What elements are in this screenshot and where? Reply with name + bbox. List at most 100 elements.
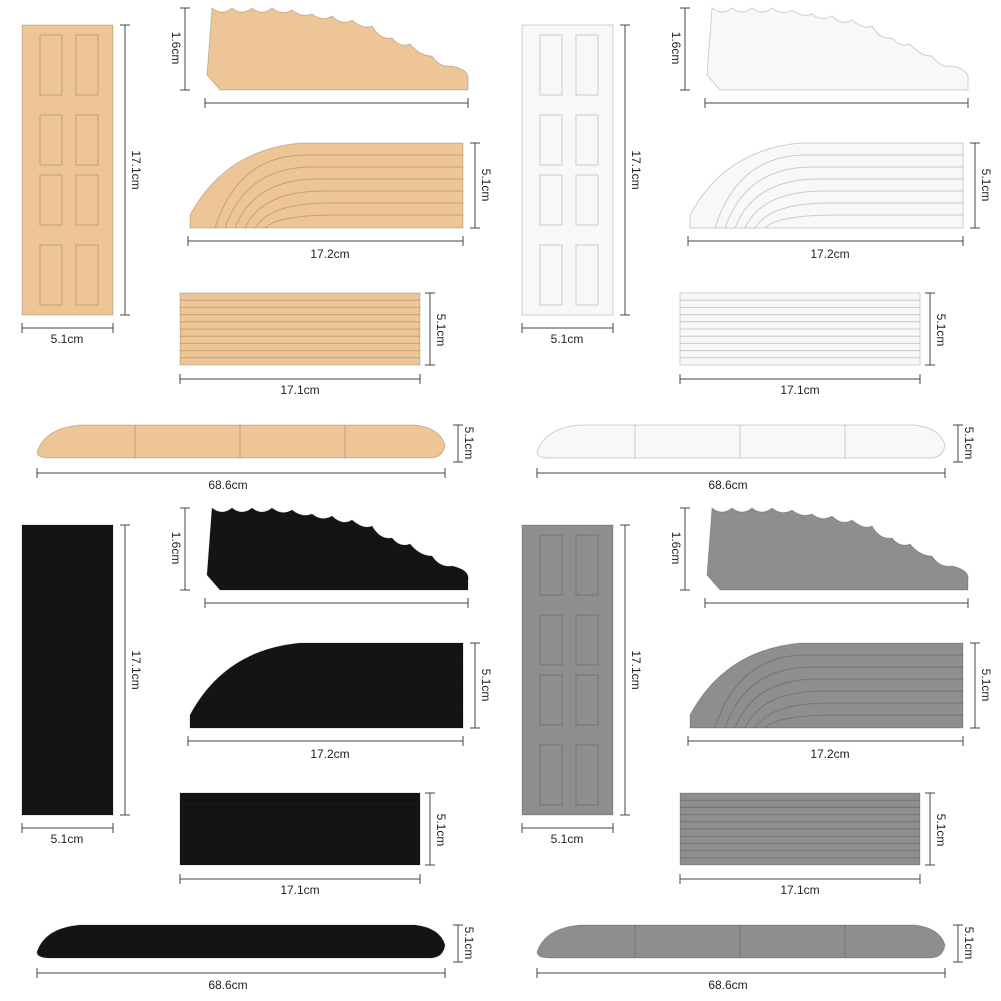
product-panel: 17.1cm 5.1cm 1.6cm 5.1cm 17.2cm 5.1cm 17.1cm 5.… — [521, 507, 993, 992]
product-panel: 17.1cm 5.1cm 1.6cm 5.1cm 17.2cm 5.1cm 17.1cm 5.… — [21, 7, 493, 492]
tile-window — [39, 614, 63, 666]
ridge-line — [754, 202, 963, 229]
dimension-label: 5.1cm — [479, 669, 493, 702]
dimension-label: 1.6cm — [169, 32, 183, 65]
ridge-line — [764, 714, 963, 729]
tile-window — [39, 114, 63, 166]
product-panel: 17.1cm 5.1cm 1.6cm 5.1cm 17.2cm 5.1cm 17.1cm 5.… — [521, 7, 993, 492]
tile-window — [575, 244, 599, 306]
tile-window — [75, 244, 99, 306]
ramp-piece — [536, 424, 946, 459]
tile-window — [39, 244, 63, 306]
tile-window — [575, 34, 599, 96]
dimension-label: 68.6cm — [208, 478, 247, 492]
tile-window — [75, 614, 99, 666]
tile-window — [75, 744, 99, 806]
tile-window — [539, 34, 563, 96]
dimension-label: 5.1cm — [934, 314, 948, 347]
ribbed-piece — [679, 792, 921, 866]
tile-window — [539, 614, 563, 666]
wave-piece — [706, 507, 969, 591]
dimension-label: 5.1cm — [551, 832, 584, 846]
ridge-line — [234, 678, 463, 729]
tile-window — [539, 174, 563, 226]
dimension-label: 68.6cm — [708, 978, 747, 992]
curve-piece — [189, 642, 464, 729]
product-panel: 17.1cm 5.1cm 1.6cm 5.1cm 17.2cm 5.1cm 17.1cm 5.… — [21, 507, 493, 992]
tile-window — [575, 744, 599, 806]
tile-window — [575, 534, 599, 596]
ridge-line — [264, 714, 463, 729]
dimension-label: 5.1cm — [479, 169, 493, 202]
ridge-line — [244, 690, 463, 729]
dimension-label: 17.2cm — [310, 747, 349, 761]
dimension-label: 5.1cm — [979, 169, 993, 202]
dimension-label: 5.1cm — [434, 314, 448, 347]
tile-window — [539, 674, 563, 726]
tile-window — [539, 244, 563, 306]
tile-window — [39, 674, 63, 726]
dimension-label: 5.1cm — [51, 332, 84, 346]
curve-piece — [689, 642, 964, 729]
dimension-label: 17.1cm — [280, 883, 319, 897]
curve-piece — [189, 142, 464, 229]
ridge-line — [214, 154, 463, 229]
ribbed-piece — [679, 292, 921, 366]
dimension-label: 5.1cm — [962, 927, 976, 960]
dimension-label: 5.1cm — [51, 832, 84, 846]
dimension-label: 17.1cm — [629, 650, 643, 689]
ribbed-piece — [179, 292, 421, 366]
ridge-line — [264, 214, 463, 229]
tile-window — [39, 744, 63, 806]
tile-window — [75, 674, 99, 726]
dimension-label: 5.1cm — [551, 332, 584, 346]
wave-piece — [206, 507, 469, 591]
ridge-line — [714, 154, 963, 229]
ridge-line — [744, 190, 963, 229]
tile-window — [39, 34, 63, 96]
tile-piece — [521, 524, 614, 816]
dimension-label: 5.1cm — [434, 814, 448, 847]
dimension-label: 17.1cm — [629, 150, 643, 189]
ribbed-piece — [179, 792, 421, 866]
tile-window — [575, 114, 599, 166]
dimension-label: 17.2cm — [310, 247, 349, 261]
dimension-label: 17.1cm — [780, 883, 819, 897]
wave-piece — [206, 7, 469, 91]
dimension-label: 17.1cm — [129, 650, 143, 689]
dimension-label: 17.1cm — [129, 150, 143, 189]
ridge-line — [224, 166, 463, 229]
ridge-line — [734, 178, 963, 229]
dimension-label: 5.1cm — [962, 427, 976, 460]
dimension-label: 17.1cm — [280, 383, 319, 397]
tile-piece — [521, 24, 614, 316]
dimension-label: 1.6cm — [669, 32, 683, 65]
ridge-line — [234, 178, 463, 229]
tile-window — [75, 34, 99, 96]
ridge-line — [254, 702, 463, 729]
ridge-line — [764, 214, 963, 229]
dimension-label: 68.6cm — [708, 478, 747, 492]
ridge-line — [244, 190, 463, 229]
ridge-line — [734, 678, 963, 729]
ridge-line — [744, 690, 963, 729]
tile-window — [539, 114, 563, 166]
dimension-label: 68.6cm — [208, 978, 247, 992]
tile-window — [39, 174, 63, 226]
ridge-line — [724, 166, 963, 229]
tile-window — [539, 534, 563, 596]
wave-piece — [706, 7, 969, 91]
ridge-line — [254, 202, 463, 229]
tile-window — [575, 174, 599, 226]
ridge-line — [224, 666, 463, 729]
tile-piece — [21, 524, 114, 816]
ramp-piece — [36, 424, 446, 459]
dimension-label: 5.1cm — [462, 427, 476, 460]
ramp-piece — [36, 924, 446, 959]
tile-window — [575, 614, 599, 666]
dimension-label: 17.2cm — [810, 747, 849, 761]
tile-window — [75, 114, 99, 166]
curve-piece — [689, 142, 964, 229]
ridge-line — [214, 654, 463, 729]
